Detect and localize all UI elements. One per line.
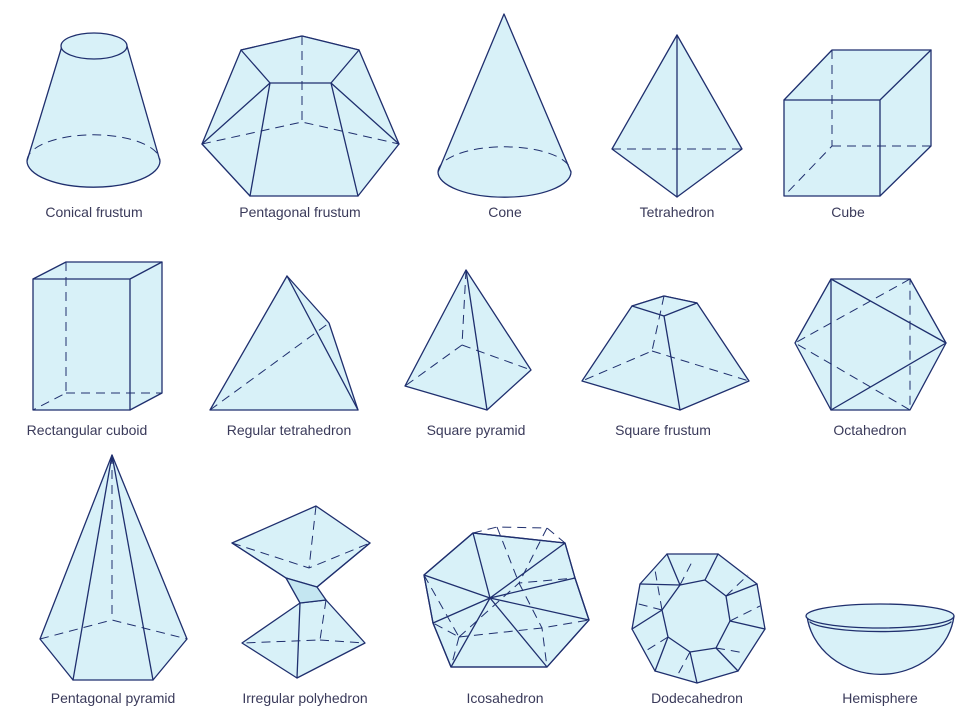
label-irregular-polyhedron: Irregular polyhedron [242, 690, 368, 706]
pentagonal-frustum-shape [201, 35, 400, 197]
label-conical-frustum: Conical frustum [45, 204, 143, 220]
label-cone: Cone [488, 204, 522, 220]
cube-shape [783, 49, 932, 197]
regular-tetrahedron-shape [209, 275, 359, 411]
tetrahedron-shape [611, 34, 743, 198]
rectangular-cuboid-shape [32, 261, 163, 411]
label-square-pyramid: Square pyramid [426, 422, 526, 438]
cone-shape [437, 13, 572, 198]
label-pentagonal-frustum: Pentagonal frustum [239, 204, 361, 220]
label-tetrahedron: Tetrahedron [639, 204, 715, 220]
octahedron-shape [793, 278, 947, 411]
label-octahedron: Octahedron [833, 422, 907, 438]
label-square-frustum: Square frustum [615, 422, 711, 438]
label-regular-tetrahedron: Regular tetrahedron [226, 422, 352, 438]
label-hemisphere: Hemisphere [842, 690, 918, 706]
dodecahedron-shape [631, 553, 766, 684]
label-cube: Cube [831, 204, 865, 220]
conical-frustum-shape [26, 32, 161, 188]
square-frustum-shape [581, 295, 750, 411]
label-rectangular-cuboid: Rectangular cuboid [26, 422, 148, 438]
irregular-polyhedron-shape [231, 505, 371, 679]
hemisphere-shape [805, 603, 955, 675]
label-pentagonal-pyramid: Pentagonal pyramid [50, 690, 176, 706]
square-pyramid-shape [404, 269, 532, 411]
label-dodecahedron: Dodecahedron [651, 690, 743, 706]
icosahedron-shape [423, 526, 590, 668]
pentagonal-pyramid-shape [39, 454, 188, 681]
label-icosahedron: Icosahedron [466, 690, 544, 706]
